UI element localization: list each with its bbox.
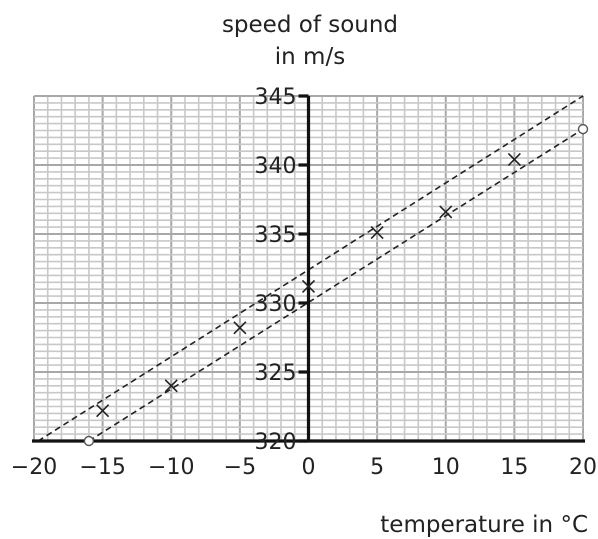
data-point-stroke [439, 205, 453, 219]
data-point [301, 279, 316, 294]
x-tick-label: 20 [569, 455, 597, 480]
data-point [370, 226, 384, 240]
data-point-stroke [233, 321, 247, 335]
data-point [439, 205, 453, 219]
y-tick-label: 325 [255, 361, 297, 386]
x-tick-label: 0 [302, 455, 316, 480]
axes [32, 94, 585, 443]
data-point-stroke [507, 152, 521, 167]
dashed-line-2 [88, 128, 584, 442]
data-point [233, 321, 247, 335]
y-axis-title-line-1: speed of sound [222, 12, 398, 38]
data-point [507, 152, 521, 167]
x-tick-label: −20 [11, 455, 57, 480]
y-tick-label: 320 [255, 430, 297, 455]
y-tick-label: 340 [255, 154, 297, 179]
data-points [83, 123, 589, 447]
x-tick-label: −15 [79, 455, 125, 480]
data-point [96, 404, 110, 418]
open-circle-marker [577, 123, 589, 135]
x-tick-label: 15 [500, 455, 528, 480]
dashed-line-1 [37, 95, 584, 442]
y-tick-label: 345 [255, 85, 297, 110]
data-point-stroke [96, 404, 110, 418]
data-point-stroke [370, 226, 384, 240]
y-tick-label: 335 [255, 223, 297, 248]
y-tick-label: 330 [255, 292, 297, 317]
tick-labels: −20 −15 −10 −5 0 5 10 15 20 320 325 330 335 340 345 [11, 85, 597, 480]
data-point [164, 379, 178, 393]
x-tick-label: 5 [370, 455, 384, 480]
y-axis-title-line-2: in m/s [275, 44, 345, 70]
data-point-stroke [301, 279, 316, 294]
x-tick-label: 10 [432, 455, 460, 480]
x-tick-label: −5 [224, 455, 256, 480]
x-axis-title: temperature in °C [380, 512, 588, 538]
data-point-stroke [164, 379, 178, 393]
open-circle-marker [83, 435, 95, 447]
x-tick-label: −10 [148, 455, 194, 480]
fit-lines [37, 95, 584, 442]
